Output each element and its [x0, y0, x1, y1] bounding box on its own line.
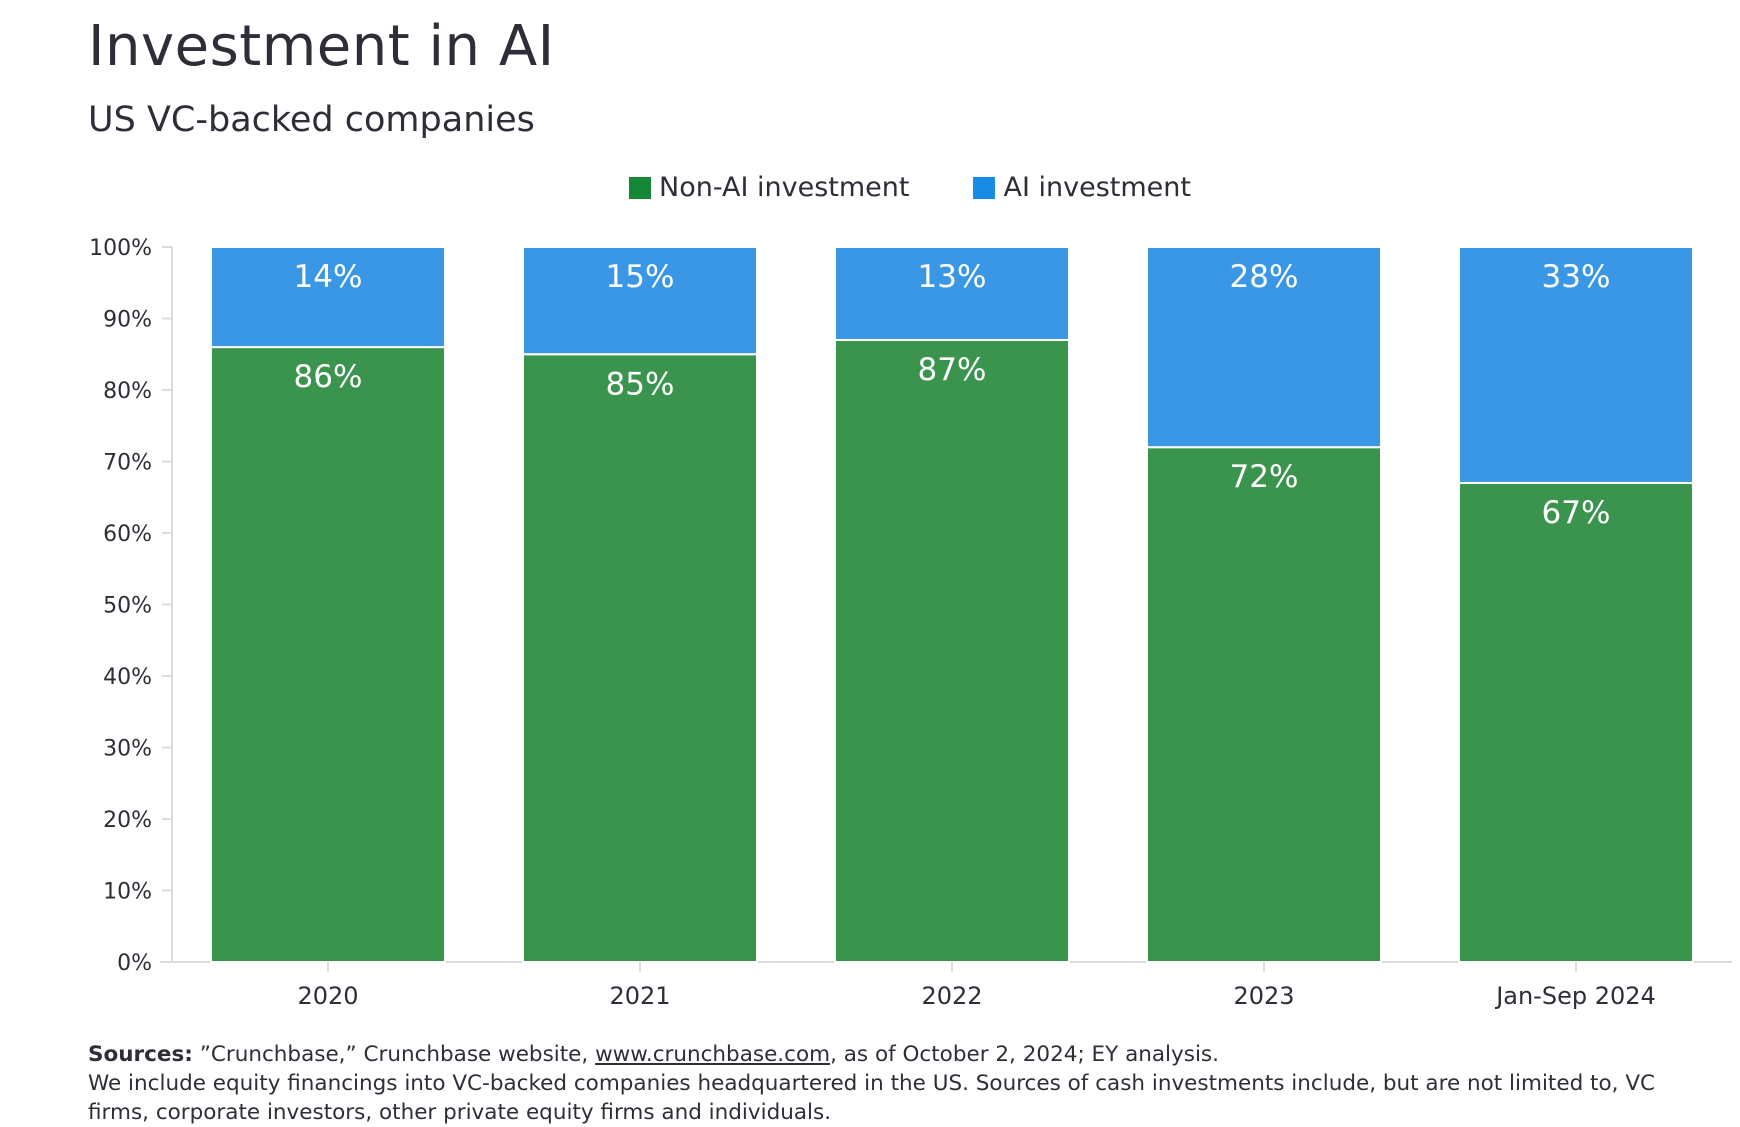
x-tick-label: 2022	[921, 982, 982, 1010]
footnote-line2: We include equity financings into VC-bac…	[88, 1071, 1656, 1125]
bar-segment-ai	[522, 246, 758, 356]
legend-label-non-ai: Non-AI investment	[659, 172, 910, 203]
bar-segment-non-ai	[210, 346, 446, 964]
footnote-text: ”Crunchbase,” Crunchbase website,	[192, 1042, 596, 1067]
y-tick-label: 60%	[103, 522, 152, 547]
y-tick-label: 90%	[103, 308, 152, 333]
y-tick-label: 0%	[117, 951, 152, 976]
legend-swatch-non-ai	[629, 176, 652, 199]
footnote: Sources: ”Crunchbase,” Crunchbase websit…	[88, 1040, 1708, 1127]
bar-segment-non-ai	[834, 338, 1070, 963]
legend-item-non-ai: Non-AI investment	[629, 172, 909, 203]
data-label-non-ai: 67%	[1542, 495, 1611, 531]
bar-segment-ai	[1458, 246, 1694, 484]
data-label-ai: 15%	[606, 259, 675, 295]
x-tick-label: 2023	[1233, 982, 1294, 1010]
bar-segment-non-ai	[1146, 446, 1382, 963]
y-tick-label: 100%	[89, 236, 152, 261]
data-label-non-ai: 72%	[1230, 459, 1299, 495]
crunchbase-link[interactable]: www.crunchbase.com	[595, 1042, 831, 1067]
chart-title: Investment in AI	[88, 14, 555, 79]
bar-segment-non-ai	[522, 353, 758, 963]
chart-subtitle: US VC-backed companies	[88, 100, 535, 140]
legend-label-ai: AI investment	[1003, 172, 1191, 203]
footnote-lead: Sources:	[88, 1042, 193, 1067]
y-tick-label: 80%	[103, 379, 152, 404]
data-label-non-ai: 87%	[918, 352, 987, 388]
y-tick-label: 70%	[103, 451, 152, 476]
data-label-ai: 14%	[294, 259, 363, 295]
data-label-ai: 13%	[918, 259, 987, 295]
bar-segment-ai	[1146, 246, 1382, 449]
legend-item-ai: AI investment	[973, 172, 1191, 203]
legend-swatch-ai	[973, 176, 996, 199]
y-tick-label: 30%	[103, 737, 152, 762]
data-label-ai: 28%	[1230, 259, 1299, 295]
y-tick-label: 50%	[103, 594, 152, 619]
stacked-bar-chart: 0% 10% 20% 30% 40% 50% 60% 70% 80% 90% 100% 86% 14% 2…	[89, 236, 1732, 1010]
data-label-ai: 33%	[1542, 259, 1611, 295]
y-tick-label: 20%	[103, 808, 152, 833]
bar-segment-ai	[210, 246, 446, 349]
x-tick-label: Jan-Sep 2024	[1494, 982, 1656, 1010]
bar-segment-non-ai	[1458, 481, 1694, 963]
legend: Non-AI investment AI investment	[0, 172, 1740, 203]
y-tick-label: 10%	[103, 880, 152, 905]
x-tick-label: 2021	[609, 982, 670, 1010]
y-tick-label: 40%	[103, 665, 152, 690]
bar-segment-ai	[834, 246, 1070, 341]
footnote-text-end: , as of October 2, 2024; EY analysis.	[830, 1042, 1219, 1067]
data-label-non-ai: 85%	[606, 366, 675, 402]
x-tick-label: 2020	[297, 982, 358, 1010]
data-label-non-ai: 86%	[294, 359, 363, 395]
